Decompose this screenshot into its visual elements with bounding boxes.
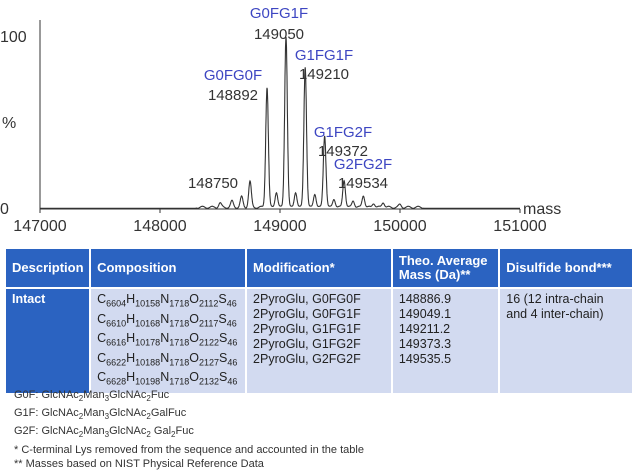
composition-formula: C6610H10168N1718O2117S46: [97, 311, 237, 329]
chart-axes: 100 0 % mass: [0, 20, 561, 218]
composition-formula: C6604H10158N1718O2112S46: [97, 292, 237, 309]
peak-mass-label: 148750: [188, 175, 238, 192]
peak-mass-label: 149372: [318, 143, 368, 160]
composition-table: Description Composition Modification* Th…: [4, 247, 634, 395]
footnotes: G0F: GlcNAc2Man3GlcNAc2Fuc G1F: GlcNAc2M…: [14, 388, 634, 471]
x-tick-label: 149000: [253, 218, 306, 235]
header-modification: Modification*: [247, 249, 391, 287]
table-row: Intact C6604H10158N1718O2112S46 C6610H101…: [6, 289, 632, 393]
peak-mass-label: 149050: [254, 26, 304, 43]
cell-description: Intact: [6, 289, 90, 393]
y-axis-label: %: [2, 115, 16, 132]
header-theo-mass: Theo. Average Mass (Da)**: [392, 249, 499, 287]
composition-formula: C6616H10178N1718O2122S46: [97, 331, 238, 348]
y-tick-0: 0: [0, 201, 9, 218]
mass-entry: 148886.9: [398, 292, 452, 306]
y-tick-100: 100: [0, 29, 27, 46]
table-header-row: Description Composition Modification* Th…: [6, 249, 632, 287]
cell-mass: 148886.9 149049.1 149211.2 149373.3 149535.5: [392, 289, 499, 393]
cell-disulfide: 16 (12 intra-chain and 4 inter-chain): [500, 289, 632, 393]
x-tick-label: 150000: [373, 218, 426, 235]
header-disulfide: Disulfide bond***: [500, 249, 632, 287]
mass-entry: 149373.3: [398, 337, 452, 351]
modification-entry: 2PyroGlu, G1FG2F: [253, 337, 361, 351]
composition-table-container: Description Composition Modification* Th…: [4, 247, 634, 395]
composition-formula: C6622H10188N1718O2127S46: [97, 350, 238, 368]
peak-mass-label: 149210: [299, 66, 349, 83]
glycoform-label: G2FG2F: [334, 156, 392, 173]
note-g1f: G1F: GlcNAc2Man3GlcNAc2GalFuc: [14, 407, 187, 422]
peak-mass-label: 149534: [338, 175, 388, 192]
composition-formula: C6628H10198N1718O2132S46: [97, 370, 238, 387]
note-star2: ** Masses based on NIST Physical Referen…: [14, 457, 264, 470]
note-star1: * C-terminal Lys removed from the sequen…: [14, 443, 364, 456]
glycoform-label: G0FG1F: [250, 5, 308, 22]
spectrum-trace: [40, 36, 520, 209]
x-tick-label: 151000: [493, 218, 546, 235]
note-g0f: G0F: GlcNAc2Man3GlcNAc2Fuc: [14, 389, 170, 404]
x-tick-label: 147000: [13, 218, 66, 235]
cell-modification: 2PyroGlu, G0FG0F 2PyroGlu, G0FG1F 2PyroGlu…: [247, 289, 391, 393]
mass-entry: 149535.5: [398, 352, 452, 366]
peak-annotations: G0FG1F 149050 G1FG1F 149210 G0FG0F 148892 G1FG…: [188, 5, 392, 192]
glycoform-label: G1FG1F: [295, 47, 353, 64]
mass-entry: 149049.1: [398, 307, 452, 321]
modification-entry: 2PyroGlu, G0FG1F: [253, 307, 361, 321]
modification-entry: 2PyroGlu, G0FG0F: [253, 292, 361, 306]
modification-entry: 2PyroGlu, G1FG1F: [253, 322, 361, 336]
cell-composition: C6604H10158N1718O2112S46 C6610H10168N1718…: [91, 289, 246, 393]
peak-mass-label: 148892: [208, 87, 258, 104]
glycoform-label: G1FG2F: [314, 124, 372, 141]
x-axis-label: mass: [523, 201, 561, 218]
header-composition: Composition: [91, 249, 246, 287]
modification-entry: 2PyroGlu, G2FG2F: [253, 352, 361, 366]
mass-entry: 149211.2: [398, 322, 451, 336]
mass-spectrum-chart: 100 0 % mass 147000 148000 149000 150000 151…: [0, 5, 561, 235]
x-ticks: 147000 148000 149000 150000 151000: [13, 209, 547, 235]
header-description: Description: [6, 249, 90, 287]
x-tick-label: 148000: [133, 218, 186, 235]
glycoform-label: G0FG0F: [204, 67, 262, 84]
note-g2f: G2F: GlcNAc2Man3GlcNAc2 Gal2Fuc: [14, 425, 194, 440]
